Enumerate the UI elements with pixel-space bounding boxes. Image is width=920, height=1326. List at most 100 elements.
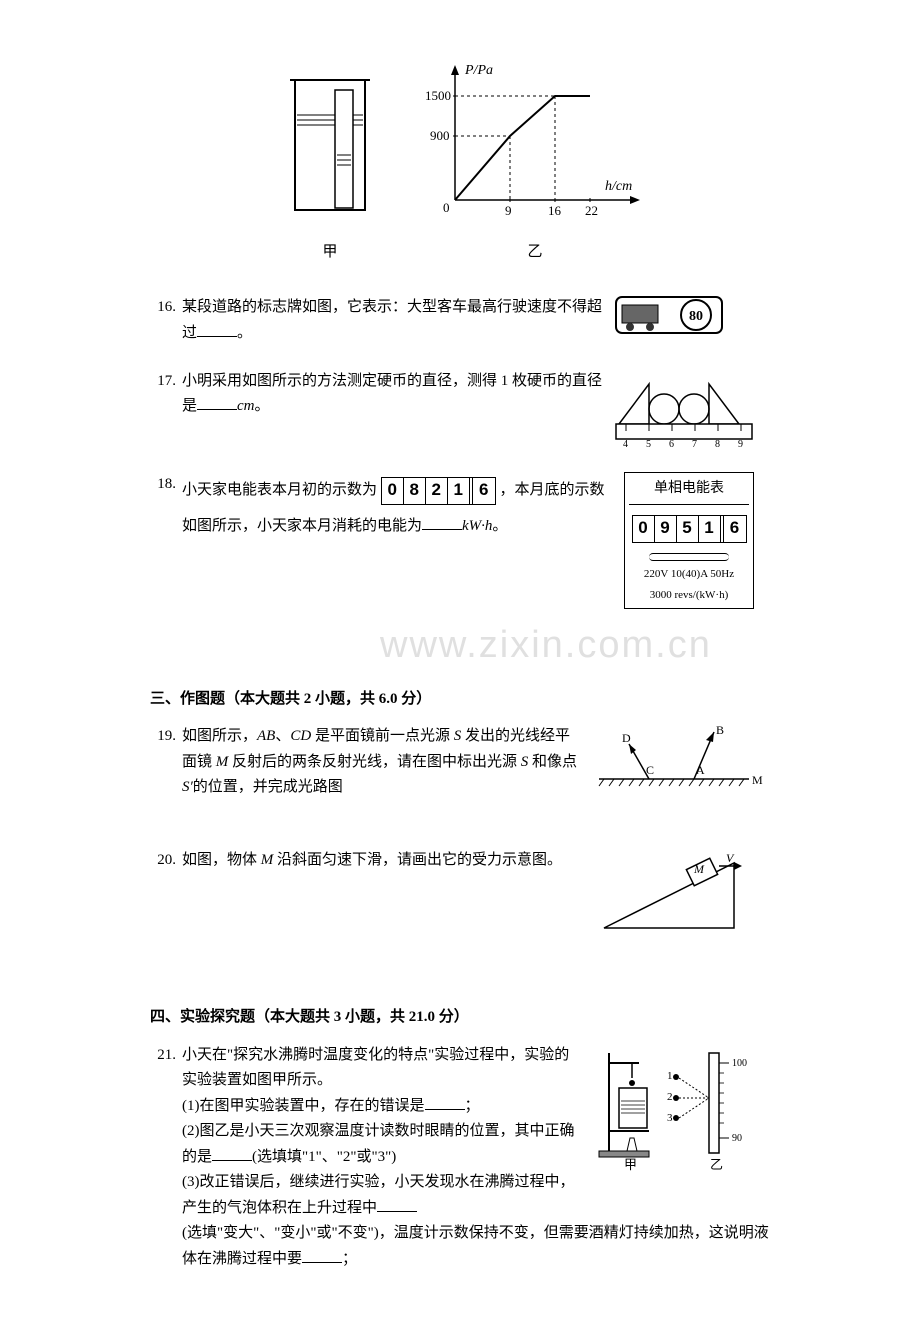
question-19: 19. 如图所示，AB、CD 是平面镜前一点光源 S 发出的光线经平面镜 M 反… — [150, 724, 770, 804]
meter-spec2: 3000 revs/(kW·h) — [629, 588, 749, 603]
q21-intro: 小天在"探究水沸腾时温度变化的特点"实验过程中，实验的实验装置如图甲所示。 — [182, 1043, 582, 1094]
q19-tf: 和像点 — [532, 754, 577, 770]
digit: 1 — [699, 516, 721, 542]
q21-p1a: (1)在图甲实验装置中，存在的错误是 — [182, 1098, 425, 1114]
q18-blank — [422, 515, 462, 530]
q19-tc: 是平面镜前一点光源 — [311, 728, 454, 744]
beaker-svg — [275, 60, 385, 230]
q19-m: M — [216, 754, 229, 770]
digit: 0 — [382, 478, 404, 504]
q19-cd: CD — [290, 728, 311, 744]
q18-text-a: 小天家电能表本月初的示数为 — [182, 482, 377, 498]
section-3-title: 三、作图题（本大题共 2 小题，共 6.0 分） — [150, 687, 770, 713]
q18-body: 小天家电能表本月初的示数为 0 8 2 1 6 ，本月底的示数如图所示，小天家本… — [182, 472, 612, 544]
q19-te: 反射后的两条反射光线，请在图中标出光源 — [228, 754, 521, 770]
q20-body: 如图，物体 M 沿斜面匀速下滑，请画出它的受力示意图。 — [182, 848, 582, 874]
q20-m: M — [261, 852, 274, 868]
question-21: 21. 小天在"探究水沸腾时温度变化的特点"实验过程中，实验的实验装置如图甲所示… — [150, 1043, 770, 1273]
digit: 9 — [655, 516, 677, 542]
q21-body: 小天在"探究水沸腾时温度变化的特点"实验过程中，实验的实验装置如图甲所示。 (1… — [182, 1043, 770, 1273]
digit: 6 — [473, 478, 495, 504]
digit: 2 — [426, 478, 448, 504]
q17-unit: cm — [237, 398, 255, 414]
digit: 6 — [724, 516, 746, 542]
svg-text:M: M — [752, 773, 763, 787]
q20-num: 20. — [150, 848, 182, 874]
q19-fig: M D C B A — [594, 724, 764, 804]
top-figure-row: 甲 P/Pa h/cm 1500 900 0 9 16 22 — [150, 60, 770, 265]
q19-ta: 如图所示， — [182, 728, 257, 744]
question-17: 17. 小明采用如图所示的方法测定硬币的直径，测得 1 枚硬币的直径是cm。 4… — [150, 369, 770, 459]
svg-text:5: 5 — [646, 439, 651, 449]
q19-sp: S′ — [182, 779, 193, 795]
q16-sign: 80 — [614, 295, 724, 355]
svg-text:4: 4 — [623, 439, 628, 449]
meter-title: 单相电能表 — [629, 477, 749, 505]
q20-fig: M V — [594, 848, 744, 948]
graph-svg: P/Pa h/cm 1500 900 0 9 16 22 — [425, 60, 645, 230]
q19-tg: 的位置，并完成光路图 — [193, 779, 343, 795]
question-16: 16. 某段道路的标志牌如图，它表示：大型客车最高行驶速度不得超过。 80 — [150, 295, 770, 355]
meter-digits: 0 9 5 1 6 — [632, 515, 747, 543]
y-axis-label: P/Pa — [464, 63, 493, 78]
svg-text:22: 22 — [585, 203, 598, 218]
svg-text:A: A — [696, 763, 705, 777]
q21-blank2 — [212, 1146, 252, 1161]
q19-tb: 、 — [275, 728, 290, 744]
q17-ruler-fig: 4 5 6 7 8 9 — [614, 369, 754, 459]
q18-num: 18. — [150, 472, 182, 498]
svg-text:B: B — [716, 724, 724, 737]
svg-text:1500: 1500 — [425, 88, 451, 103]
svg-text:7: 7 — [692, 439, 697, 449]
q16-num: 16. — [150, 295, 182, 321]
q20-ta: 如图，物体 — [182, 852, 261, 868]
q18-start-digits: 0 8 2 1 6 — [381, 477, 496, 505]
q18-text-c: 。 — [492, 518, 507, 534]
q20-tb: 沿斜面匀速下滑，请画出它的受力示意图。 — [273, 852, 562, 868]
question-20: 20. 如图，物体 M 沿斜面匀速下滑，请画出它的受力示意图。 M V — [150, 848, 770, 948]
q21-blank3 — [377, 1197, 417, 1212]
svg-text:80: 80 — [689, 309, 703, 324]
graph-label: 乙 — [425, 240, 645, 266]
section-4-title: 四、实验探究题（本大题共 3 小题，共 21.0 分） — [150, 1005, 770, 1031]
q17-text-b: 。 — [255, 398, 270, 414]
svg-text:M: M — [693, 862, 705, 876]
svg-text:6: 6 — [669, 439, 674, 449]
svg-text:900: 900 — [430, 128, 450, 143]
q19-ab: AB — [257, 728, 275, 744]
svg-text:C: C — [646, 763, 654, 777]
q16-body: 某段道路的标志牌如图，它表示：大型客车最高行驶速度不得超过。 — [182, 295, 602, 346]
svg-text:2: 2 — [667, 1091, 673, 1103]
x-axis-label: h/cm — [605, 179, 632, 194]
svg-text:甲: 甲 — [624, 1157, 637, 1172]
meter-spec1: 220V 10(40)A 50Hz — [629, 567, 749, 582]
q16-text-b: 。 — [237, 325, 252, 341]
watermark: www.zixin.com.cn — [380, 613, 712, 678]
q16-blank — [197, 322, 237, 337]
q17-num: 17. — [150, 369, 182, 395]
q18-unit: kW·h — [462, 518, 492, 534]
q19-s2: S — [521, 754, 529, 770]
svg-text:3: 3 — [667, 1112, 673, 1124]
figure-beaker: 甲 — [275, 60, 385, 265]
q21-p1b: ； — [465, 1098, 480, 1114]
q17-body: 小明采用如图所示的方法测定硬币的直径，测得 1 枚硬币的直径是cm。 — [182, 369, 602, 420]
figure-graph: P/Pa h/cm 1500 900 0 9 16 22 乙 — [425, 60, 645, 265]
q17-blank — [197, 395, 237, 410]
q21-blank1 — [425, 1095, 465, 1110]
svg-text:乙: 乙 — [710, 1157, 723, 1172]
svg-text:1: 1 — [667, 1070, 673, 1082]
q19-num: 19. — [150, 724, 182, 750]
q21-num: 21. — [150, 1043, 182, 1069]
svg-text:9: 9 — [738, 439, 743, 449]
q21-p3c: ； — [342, 1251, 357, 1267]
digit: 0 — [633, 516, 655, 542]
q21-blank4 — [302, 1248, 342, 1263]
beaker-label: 甲 — [275, 240, 385, 266]
svg-text:90: 90 — [732, 1133, 742, 1144]
digit: 1 — [448, 478, 470, 504]
svg-text:100: 100 — [732, 1058, 747, 1069]
q18-meter: 单相电能表 0 9 5 1 6 220V 10(40)A 50Hz 3000 r… — [624, 472, 754, 609]
svg-text:0: 0 — [443, 200, 450, 215]
svg-text:9: 9 — [505, 203, 512, 218]
